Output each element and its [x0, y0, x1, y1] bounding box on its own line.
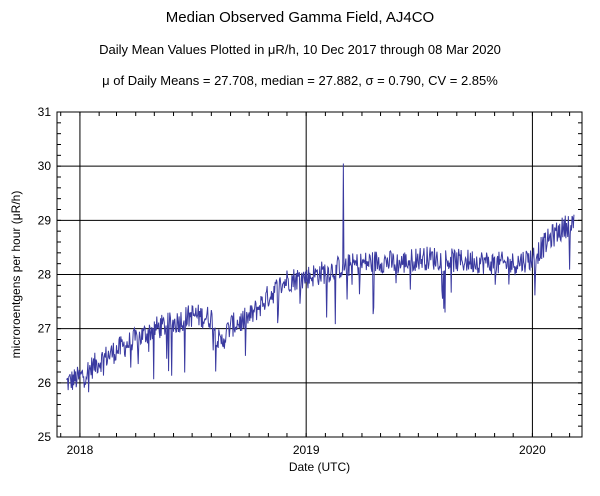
x-tick-label: 2020: [519, 443, 546, 457]
x-tick-label: 2019: [293, 443, 320, 457]
y-tick-label: 28: [38, 268, 52, 282]
chart-subtitle: Daily Mean Values Plotted in μR/h, 10 De…: [99, 42, 501, 57]
y-tick-label: 27: [38, 322, 52, 336]
chart-stats: μ of Daily Means = 27.708, median = 27.8…: [102, 73, 498, 88]
y-tick-label: 29: [38, 213, 52, 227]
y-tick-label: 25: [38, 430, 52, 444]
y-axis-label: microroentgens per hour (μR/h): [9, 191, 23, 359]
y-tick-label: 31: [38, 105, 52, 119]
x-axis-label: Date (UTC): [289, 460, 350, 474]
y-tick-label: 30: [38, 159, 52, 173]
x-tick-label: 2018: [67, 443, 94, 457]
y-tick-label: 26: [38, 376, 52, 390]
ticks: 25 26 27 28 29 30 31 2018 2019 2020: [38, 105, 582, 457]
series-line: [66, 163, 575, 393]
chart-title: Median Observed Gamma Field, AJ4CO: [165, 9, 435, 26]
